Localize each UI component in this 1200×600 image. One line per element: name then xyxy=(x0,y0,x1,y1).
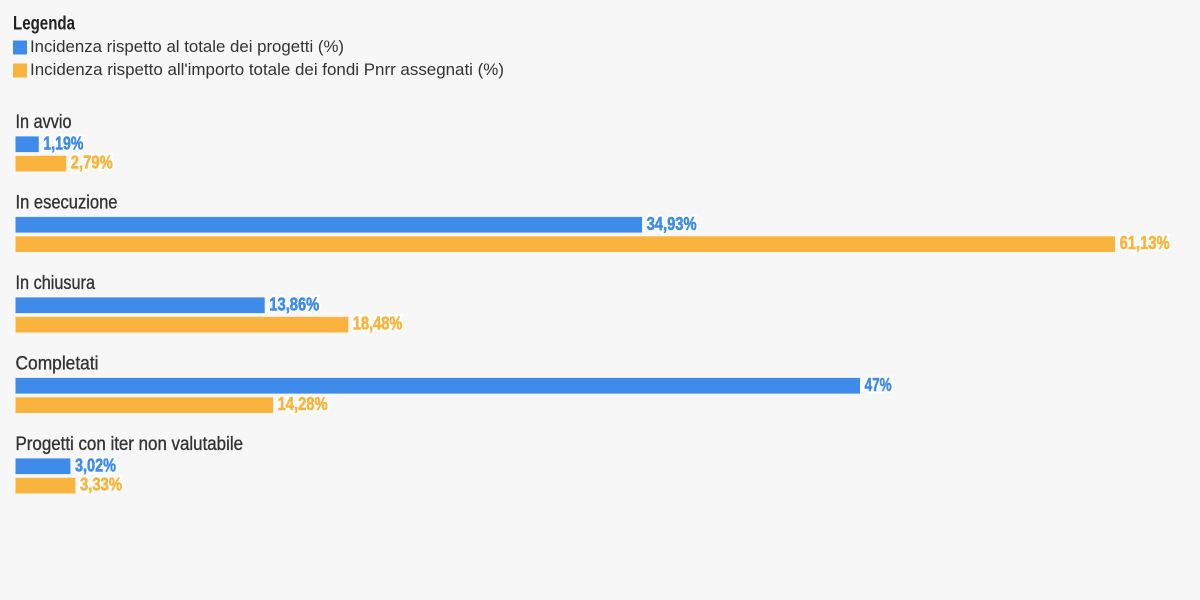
svg-text:Legenda: Legenda xyxy=(13,13,75,34)
svg-text:18,48%: 18,48% xyxy=(353,314,403,334)
svg-text:13,86%: 13,86% xyxy=(269,294,319,314)
svg-text:61,13%: 61,13% xyxy=(1120,233,1170,253)
svg-text:34,93%: 34,93% xyxy=(647,214,697,234)
svg-text:1,19%: 1,19% xyxy=(43,133,83,153)
svg-text:Completati: Completati xyxy=(16,354,99,375)
svg-text:Progetti con iter non valutabi: Progetti con iter non valutabile xyxy=(16,434,244,455)
svg-text:47%: 47% xyxy=(865,375,892,395)
svg-text:18,48%: 18,48% xyxy=(353,314,403,334)
svg-text:61,13%: 61,13% xyxy=(1120,233,1170,253)
svg-text:2,79%: 2,79% xyxy=(71,153,113,173)
svg-text:3,33%: 3,33% xyxy=(80,475,122,495)
svg-text:In chiusura: In chiusura xyxy=(16,273,96,294)
svg-text:3,02%: 3,02% xyxy=(75,455,116,475)
svg-text:34,93%: 34,93% xyxy=(647,214,697,234)
svg-text:1,19%: 1,19% xyxy=(43,133,83,153)
svg-text:2,79%: 2,79% xyxy=(71,153,113,173)
svg-text:14,28%: 14,28% xyxy=(278,394,328,414)
svg-text:3,02%: 3,02% xyxy=(75,455,116,475)
svg-text:In avvio: In avvio xyxy=(16,112,72,133)
svg-text:3,33%: 3,33% xyxy=(80,475,122,495)
svg-text:47%: 47% xyxy=(865,375,892,395)
svg-text:13,86%: 13,86% xyxy=(269,294,319,314)
svg-text:Incidenza rispetto all'importo: Incidenza rispetto all'importo totale de… xyxy=(30,60,504,79)
svg-text:In esecuzione: In esecuzione xyxy=(16,193,118,214)
svg-text:Incidenza rispetto al totale d: Incidenza rispetto al totale dei progett… xyxy=(30,37,344,56)
svg-text:14,28%: 14,28% xyxy=(278,394,328,414)
